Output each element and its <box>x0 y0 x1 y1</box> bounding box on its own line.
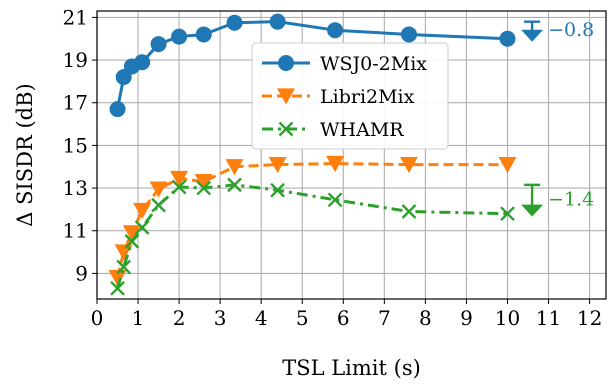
data-point <box>498 156 517 174</box>
x-tick-label: 4 <box>255 306 268 330</box>
data-point <box>110 280 125 296</box>
data-point <box>133 202 152 220</box>
annotation-label: −0.8 <box>548 19 594 41</box>
data-point <box>151 197 166 213</box>
data-point <box>401 204 417 219</box>
data-point <box>134 54 151 71</box>
data-point <box>196 180 212 196</box>
data-point <box>268 156 287 174</box>
data-point <box>122 225 141 242</box>
series-line <box>116 162 508 279</box>
data-point <box>269 13 286 30</box>
series-wsj0-2mix <box>109 13 516 118</box>
data-point <box>170 170 189 188</box>
data-point <box>326 155 345 173</box>
data-point <box>226 14 243 31</box>
x-tick-label: 6 <box>337 306 350 330</box>
data-point <box>399 156 418 174</box>
x-tick-label: 2 <box>173 306 186 330</box>
x-tick-label: 1 <box>132 306 145 330</box>
x-tick-label: 3 <box>214 306 227 330</box>
legend-box <box>251 42 449 150</box>
x-tick-label: 10 <box>495 306 520 330</box>
y-tick-label: 11 <box>63 219 88 243</box>
data-point <box>124 234 140 249</box>
data-point <box>134 220 150 235</box>
legend-label: Libri2Mix <box>320 86 415 108</box>
data-point <box>171 179 187 195</box>
y-tick-label: 13 <box>63 176 88 200</box>
x-tick-label: 7 <box>378 306 391 330</box>
data-point <box>327 22 344 39</box>
x-tick-label: 9 <box>460 306 473 330</box>
data-point <box>499 30 516 47</box>
x-tick-label: 8 <box>419 306 432 330</box>
data-point <box>108 270 127 287</box>
data-point <box>194 174 213 191</box>
data-point <box>171 28 188 45</box>
data-point <box>116 259 132 275</box>
series-line <box>116 183 508 289</box>
legend-entry: WHAMR <box>262 119 404 141</box>
data-point <box>327 192 343 208</box>
y-tick-label: 17 <box>63 91 88 115</box>
plot-frame <box>96 10 607 300</box>
legend-label: WHAMR <box>320 119 404 141</box>
legend-entry: WSJ0-2Mix <box>262 53 427 75</box>
y-axis-label: Δ SISDR (dB) <box>13 83 37 227</box>
data-point <box>114 244 133 261</box>
annotation-label: −1.4 <box>548 188 594 210</box>
data-point <box>195 26 212 43</box>
series-libri2mix <box>108 155 517 287</box>
data-point <box>150 36 167 53</box>
legend-marker <box>277 88 295 105</box>
delta-annotation: −1.4 <box>521 183 594 217</box>
y-tick-label: 19 <box>63 48 88 72</box>
x-axis-label: TSL Limit (s) <box>282 356 421 380</box>
data-point <box>225 159 244 176</box>
data-point <box>400 26 417 43</box>
data-point <box>149 181 168 198</box>
y-tick-label: 21 <box>63 5 88 29</box>
data-point <box>227 177 242 193</box>
x-tick-label: 11 <box>536 306 561 330</box>
delta-annotation: −0.8 <box>521 19 594 42</box>
annotation-arrowhead <box>521 29 544 42</box>
x-tick-label: 5 <box>296 306 309 330</box>
y-axis-ticks: 9 11 13 15 17 19 21 <box>63 5 97 285</box>
data-point <box>270 182 285 198</box>
annotation-layer: −0.8 −1.4 <box>521 19 594 217</box>
series-whamr <box>110 177 515 296</box>
legend-entry: Libri2Mix <box>262 86 415 108</box>
legend-label: WSJ0-2Mix <box>320 53 427 75</box>
legend-marker <box>278 121 294 137</box>
legend-marker <box>278 55 294 71</box>
data-point <box>109 101 126 118</box>
x-tick-label: 12 <box>577 306 602 330</box>
data-point <box>500 206 515 222</box>
x-axis-ticks: 0 1 2 3 4 5 6 7 8 9 10 11 12 <box>91 299 602 330</box>
series-layer <box>108 13 517 296</box>
x-tick-label: 0 <box>91 306 104 330</box>
y-tick-label: 15 <box>63 133 88 157</box>
legend: WSJ0-2Mix Libri2Mix WHAMR <box>251 42 449 150</box>
annotation-arrowhead <box>521 204 544 217</box>
y-tick-label: 9 <box>75 261 88 285</box>
